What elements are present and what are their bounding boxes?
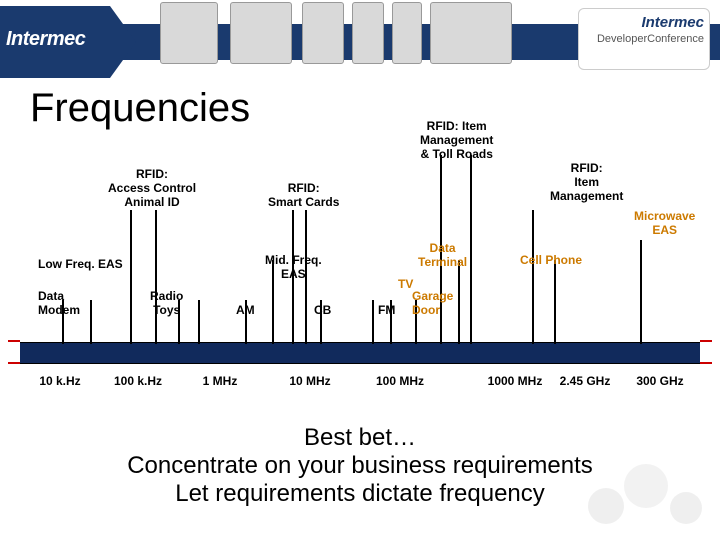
freq-marker: [532, 210, 534, 344]
badge-brand: Intermec: [584, 14, 704, 31]
freq-marker: [640, 240, 642, 344]
logo-wedge: [110, 6, 136, 78]
tick-label: 10 MHz: [289, 374, 330, 388]
spectrum-bar: [20, 342, 700, 364]
product-image: [302, 2, 344, 64]
tick-label: 2.45 GHz: [560, 374, 611, 388]
badge-sub: DeveloperConference: [584, 33, 704, 45]
tick-label: 1000 MHz: [488, 374, 543, 388]
product-image: [430, 2, 512, 64]
ann-low-eas: Low Freq. EAS: [38, 258, 123, 272]
tick-label: 100 k.Hz: [114, 374, 162, 388]
product-image: [160, 2, 218, 64]
freq-marker: [198, 300, 200, 344]
ann-data-terminal: Data Terminal: [418, 242, 467, 270]
freq-marker: [90, 300, 92, 344]
ann-rfid-item: RFID: Item Management: [550, 162, 623, 203]
ann-cb: CB: [314, 304, 331, 318]
freq-marker: [458, 260, 460, 344]
freq-marker: [372, 300, 374, 344]
tick-label: 1 MHz: [203, 374, 238, 388]
ann-am: AM: [236, 304, 255, 318]
watermark-icon: [576, 446, 716, 536]
spectrum-dash-left: [8, 340, 20, 364]
logo-text: Intermec: [6, 28, 85, 51]
frequency-chart: 10 k.Hz 100 k.Hz 1 MHz 10 MHz 100 MHz 10…: [20, 150, 700, 400]
freq-marker: [470, 155, 472, 344]
product-image: [392, 2, 422, 64]
ann-data-modem: Data Modem: [38, 290, 80, 318]
spectrum-dash-right: [700, 340, 712, 364]
ann-rfid-smart: RFID: Smart Cards: [268, 182, 339, 210]
ann-garage-door: Garage Door: [412, 290, 453, 318]
developer-conference-badge: Intermec DeveloperConference: [578, 8, 710, 70]
ann-rfid-access: RFID: Access Control Animal ID: [108, 168, 196, 209]
ann-microwave: Microwave EAS: [634, 210, 695, 238]
tick-label: 100 MHz: [376, 374, 424, 388]
product-image: [230, 2, 292, 64]
ann-radio-toys: Radio Toys: [150, 290, 183, 318]
tick-label: 300 GHz: [636, 374, 683, 388]
freq-marker: [130, 210, 132, 344]
ann-cell-phone: Cell Phone: [520, 254, 582, 268]
ann-rfid-item-toll: RFID: Item Management & Toll Roads: [420, 120, 493, 161]
ann-fm: FM: [378, 304, 395, 318]
page-title: Frequencies: [30, 86, 250, 131]
tick-label: 10 k.Hz: [39, 374, 80, 388]
freq-marker: [554, 260, 556, 344]
ann-mid-eas: Mid. Freq. EAS: [265, 254, 322, 282]
freq-marker: [155, 210, 157, 344]
product-image: [352, 2, 384, 64]
